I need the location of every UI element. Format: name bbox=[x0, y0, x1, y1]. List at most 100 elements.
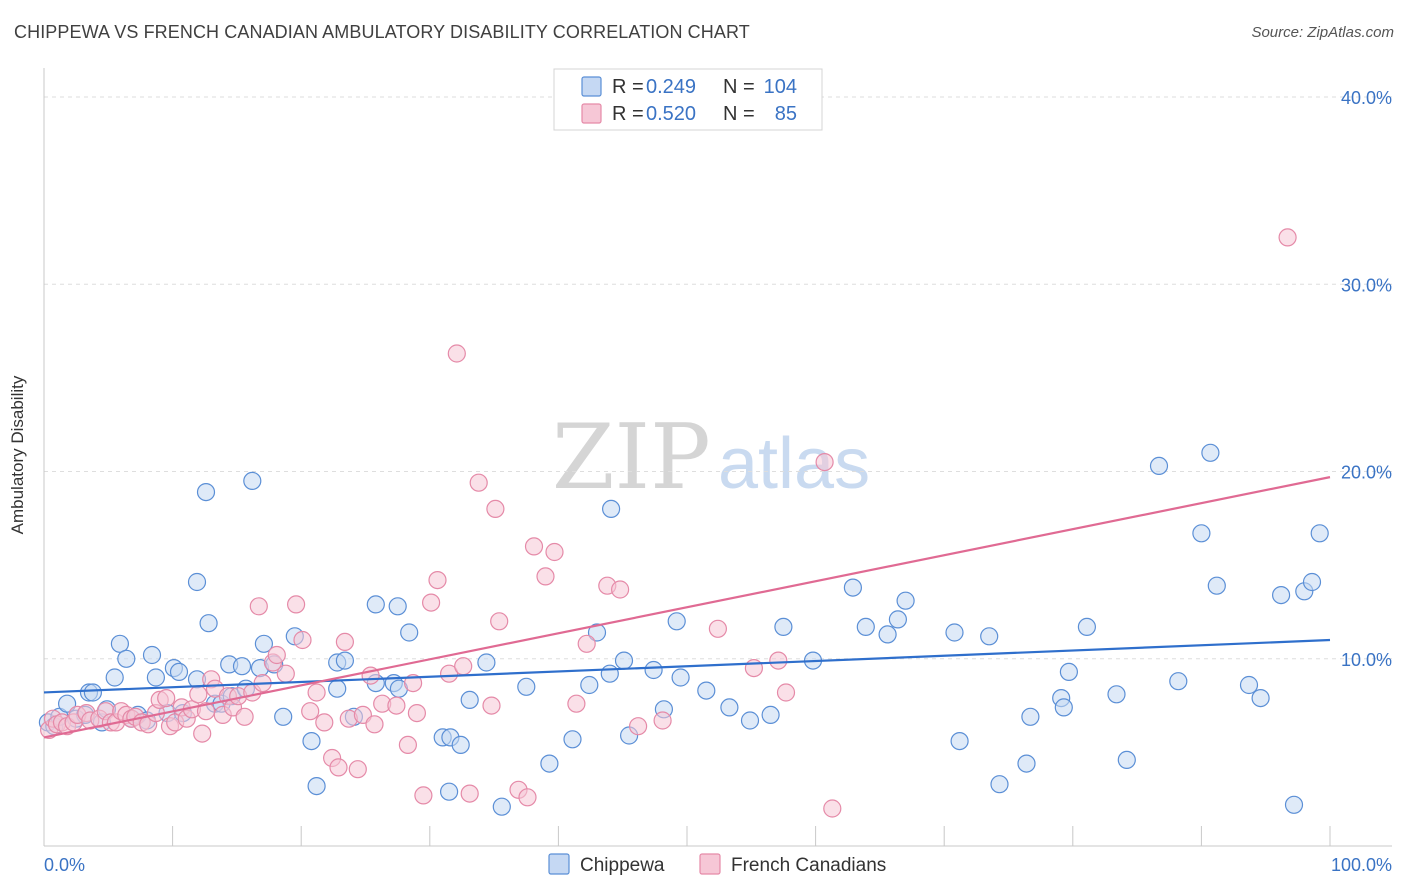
chippewa-point bbox=[697, 681, 716, 700]
chippewa-point bbox=[1017, 754, 1036, 773]
french-canadian-point bbox=[422, 593, 441, 612]
chippewa-point bbox=[232, 657, 252, 676]
french-canadian-point bbox=[469, 473, 488, 492]
french-canadian-point bbox=[628, 717, 648, 736]
y-tick-labels: 10.0% 20.0% 30.0% 40.0% bbox=[1341, 88, 1392, 670]
chippewa-trend-line bbox=[43, 638, 1331, 694]
french-canadian-point bbox=[428, 570, 447, 590]
french-canadian-point bbox=[577, 634, 596, 653]
watermark-atlas: atlas bbox=[718, 424, 870, 504]
chippewa-point bbox=[440, 782, 459, 801]
french-canadian-point bbox=[189, 685, 208, 704]
french-canadian-point bbox=[610, 580, 630, 599]
legend-r-label: R = bbox=[612, 103, 644, 125]
french-canadian-point bbox=[536, 567, 555, 586]
chippewa-point bbox=[110, 634, 130, 653]
chippewa-point bbox=[335, 651, 354, 670]
chippewa-point bbox=[950, 731, 969, 751]
chippewa-point bbox=[105, 668, 124, 687]
chippewa-point bbox=[1239, 675, 1259, 695]
chippewa-point bbox=[1201, 443, 1220, 462]
chippewa-point bbox=[1169, 672, 1188, 691]
chippewa-point bbox=[1302, 572, 1322, 592]
chippewa-point bbox=[1059, 662, 1079, 682]
french-canadian-point bbox=[398, 735, 417, 755]
chippewa-point bbox=[540, 754, 559, 773]
chippewa-point bbox=[1021, 707, 1040, 726]
chippewa-point bbox=[896, 591, 915, 610]
chippewa-point bbox=[644, 660, 663, 680]
french-canadian-point bbox=[287, 595, 306, 614]
french-canadian-point bbox=[414, 786, 433, 805]
french-canadian-point bbox=[486, 499, 505, 518]
french-canadian-point bbox=[1278, 228, 1297, 247]
x-tick-label: 0.0% bbox=[44, 855, 85, 875]
french-canadian-point bbox=[267, 645, 286, 665]
chippewa-point bbox=[1149, 456, 1169, 475]
y-tick-label: 10.0% bbox=[1341, 650, 1392, 670]
french-canadian-point bbox=[567, 694, 586, 713]
french-canadian-point bbox=[482, 696, 501, 715]
french-canadian-point bbox=[276, 664, 295, 683]
chippewa-point bbox=[843, 578, 863, 597]
watermark-zip: ZIP bbox=[552, 405, 711, 510]
french-canadian-point bbox=[490, 612, 509, 631]
bottom-legend-swatch-pink bbox=[699, 853, 721, 875]
chippewa-point bbox=[1284, 795, 1304, 814]
chippewa-point bbox=[243, 471, 262, 490]
chippewa-point bbox=[196, 483, 216, 502]
chippewa-point bbox=[888, 610, 908, 629]
chippewa-point bbox=[366, 595, 385, 614]
french-canadian-point bbox=[524, 537, 544, 556]
chippewa-point bbox=[274, 707, 293, 726]
chippewa-point bbox=[1310, 524, 1329, 543]
chippewa-point bbox=[187, 572, 207, 592]
french-canadian-trend-line bbox=[43, 476, 1331, 739]
trend-lines bbox=[43, 476, 1331, 739]
chippewa-point bbox=[254, 634, 273, 653]
french-canadian-point bbox=[440, 664, 459, 683]
chippewa-point bbox=[400, 623, 419, 642]
french-canadian-point bbox=[249, 597, 268, 616]
french-canadian-point bbox=[293, 630, 312, 650]
chippewa-point bbox=[671, 668, 690, 687]
french-canadian-point bbox=[823, 799, 842, 818]
chippewa-point bbox=[1207, 576, 1226, 595]
chippewa-point bbox=[945, 623, 964, 642]
chippewa-point bbox=[1192, 524, 1211, 543]
chippewa-point bbox=[117, 649, 136, 668]
chippewa-point bbox=[990, 775, 1009, 794]
watermark: ZIP atlas bbox=[552, 405, 870, 510]
chippewa-point bbox=[587, 623, 607, 642]
legend-swatch-blue bbox=[581, 76, 602, 97]
french-canadian-point bbox=[708, 619, 728, 638]
french-canadian-point bbox=[545, 542, 564, 562]
chippewa-point bbox=[563, 730, 582, 749]
french-canadian-point bbox=[365, 715, 384, 734]
legend-r-value: 0.520 bbox=[646, 103, 696, 125]
chippewa-point bbox=[1271, 585, 1291, 605]
chippewa-point bbox=[388, 597, 407, 616]
bottom-legend-swatch-blue bbox=[548, 853, 570, 875]
chippewa-point bbox=[580, 675, 599, 695]
x-tick-labels: 0.0% 100.0% bbox=[44, 855, 1392, 875]
gridlines bbox=[44, 96, 1392, 660]
chippewa-point bbox=[667, 612, 686, 631]
french-canadian-point bbox=[518, 788, 537, 807]
french-canadian-point bbox=[157, 688, 176, 708]
french-canadian-point bbox=[454, 657, 473, 676]
french-canadian-point bbox=[769, 651, 788, 670]
french-canadian-point bbox=[193, 724, 212, 743]
french-canadian-point bbox=[329, 758, 348, 777]
french-canadian-point bbox=[653, 711, 672, 730]
legend-r-value: 0.249 bbox=[646, 76, 696, 98]
legend-n-value: 104 bbox=[764, 76, 797, 98]
chippewa-point bbox=[856, 617, 875, 637]
chippewa-point bbox=[1117, 750, 1136, 770]
chippewa-point bbox=[451, 735, 470, 755]
bottom-legend: Chippewa French Canadians bbox=[548, 853, 886, 876]
french-canadian-point bbox=[407, 703, 426, 723]
chippewa-point bbox=[142, 645, 162, 665]
chippewa-point bbox=[601, 499, 621, 518]
